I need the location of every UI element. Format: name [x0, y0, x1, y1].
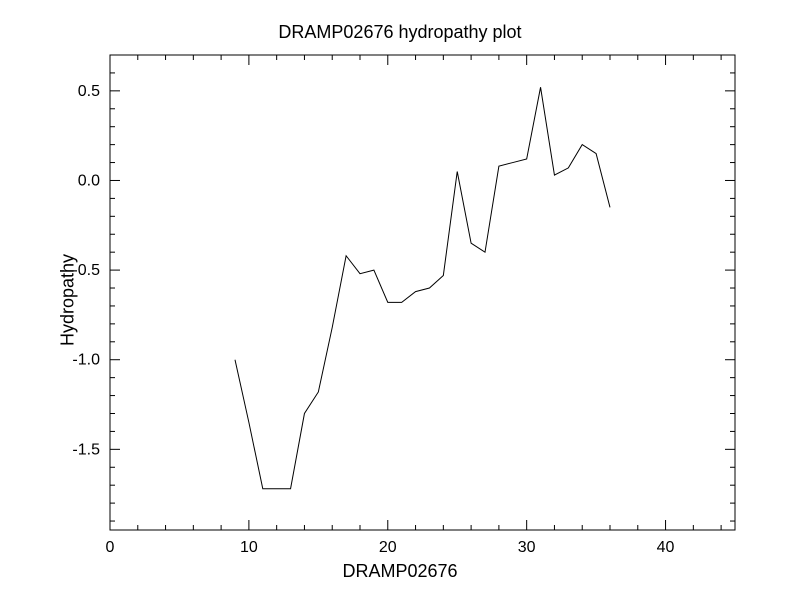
svg-text:-1.5: -1.5	[72, 441, 100, 458]
plot-svg: 0 10 20 30 40 -1.5 -1.0 -0.5 0.0 0.5	[0, 0, 800, 600]
y-ticks	[110, 91, 735, 449]
svg-text:30: 30	[518, 539, 536, 556]
x-ticks	[110, 55, 666, 530]
svg-text:0.0: 0.0	[78, 172, 100, 189]
axis-box	[110, 55, 735, 530]
svg-text:0.5: 0.5	[78, 83, 100, 100]
chart-container: DRAMP02676 hydropathy plot Hydropathy DR…	[0, 0, 800, 600]
data-line	[235, 87, 610, 489]
svg-text:-1.0: -1.0	[72, 352, 100, 369]
svg-text:-0.5: -0.5	[72, 262, 100, 279]
y-tick-labels: -1.5 -1.0 -0.5 0.0 0.5	[72, 83, 100, 458]
x-tick-labels: 0 10 20 30 40	[106, 539, 675, 556]
svg-text:20: 20	[379, 539, 397, 556]
svg-text:40: 40	[657, 539, 675, 556]
svg-text:0: 0	[106, 539, 115, 556]
svg-text:10: 10	[240, 539, 258, 556]
minor-ticks	[110, 55, 735, 530]
